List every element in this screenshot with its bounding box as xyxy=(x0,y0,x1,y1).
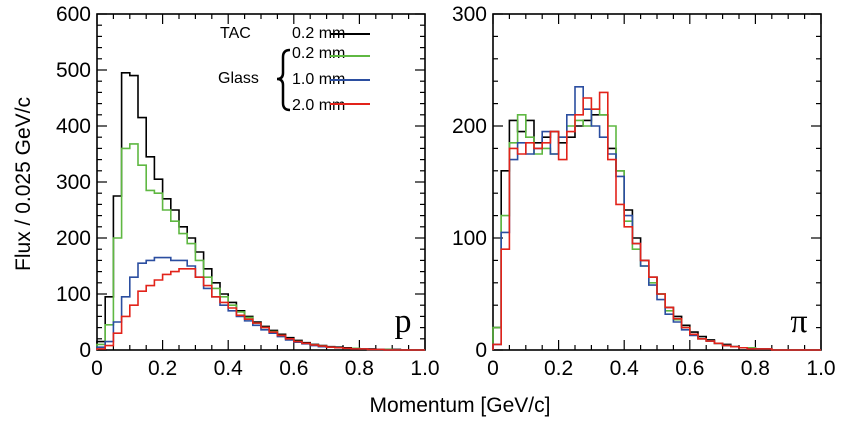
pion-y-tick-label: 100 xyxy=(452,227,487,250)
proton-series-glass-1-0-mm xyxy=(96,256,425,351)
proton-y-tick-label: 300 xyxy=(56,171,91,194)
proton-x-tick-label: 0.2 xyxy=(148,357,177,380)
pion-x-tick-label: 0 xyxy=(487,357,499,380)
pion-y-tick-label: 200 xyxy=(452,115,487,138)
pion-series-glass-2-0-mm xyxy=(492,91,821,351)
proton-y-tick-label: 0 xyxy=(79,339,91,362)
pion-series-glass-1-0-mm xyxy=(492,86,821,351)
y-axis-title: Flux / 0.025 GeV/c xyxy=(12,97,35,271)
legend-glass-thickness-2: 1.0 mm xyxy=(292,71,345,88)
pion-x-tick-label: 0.2 xyxy=(544,357,573,380)
proton-panel: 0 0.2 0.4 0.6 0.8 1.0 0 100 200 300 400 500 600 p xyxy=(56,3,440,380)
proton-x-tick-label: 0.6 xyxy=(279,357,308,380)
pion-y-tick-label: 300 xyxy=(452,3,487,26)
proton-series-glass-0-2-mm xyxy=(96,143,425,351)
proton-x-tick-label: 0 xyxy=(91,357,103,380)
pion-x-tick-label: 1.0 xyxy=(806,357,835,380)
pion-y-tick-label: 0 xyxy=(475,339,487,362)
legend-tac-label: TAC xyxy=(220,25,251,42)
pion-x-tick-label: 0.6 xyxy=(675,357,704,380)
proton-x-tick-label: 0.8 xyxy=(345,357,374,380)
legend-glass-brace xyxy=(276,48,291,112)
pion-x-tick-label: 0.4 xyxy=(610,357,640,380)
proton-y-tick-label: 400 xyxy=(56,115,91,138)
legend-glass-label: Glass xyxy=(218,70,259,87)
proton-y-tick-label: 600 xyxy=(56,3,91,26)
legend-glass-thickness-1: 0.2 mm xyxy=(292,45,345,62)
proton-series-tac-0-2-mm xyxy=(96,72,425,351)
proton-x-tick-label: 1.0 xyxy=(410,357,439,380)
legend: TAC 0.2 mm Glass 0.2 mm 1.0 mm 2.0 mm xyxy=(218,25,370,114)
proton-panel-label: p xyxy=(395,303,412,340)
proton-series-glass-2-0-mm xyxy=(96,268,425,351)
proton-y-tick-label: 100 xyxy=(56,283,91,306)
proton-y-tick-label: 200 xyxy=(56,227,91,250)
legend-tac-thickness: 0.2 mm xyxy=(292,25,345,42)
pion-panel-label: π xyxy=(790,303,807,340)
legend-glass-thickness-3: 2.0 mm xyxy=(292,97,345,114)
proton-x-tick-label: 0.4 xyxy=(214,357,244,380)
pion-panel: 0 0.2 0.4 0.6 0.8 1.0 0 100 200 300 π xyxy=(452,3,836,380)
proton-y-tick-label: 500 xyxy=(56,59,91,82)
pion-x-tick-label: 0.8 xyxy=(741,357,770,380)
x-axis-title: Momentum [GeV/c] xyxy=(370,394,551,417)
